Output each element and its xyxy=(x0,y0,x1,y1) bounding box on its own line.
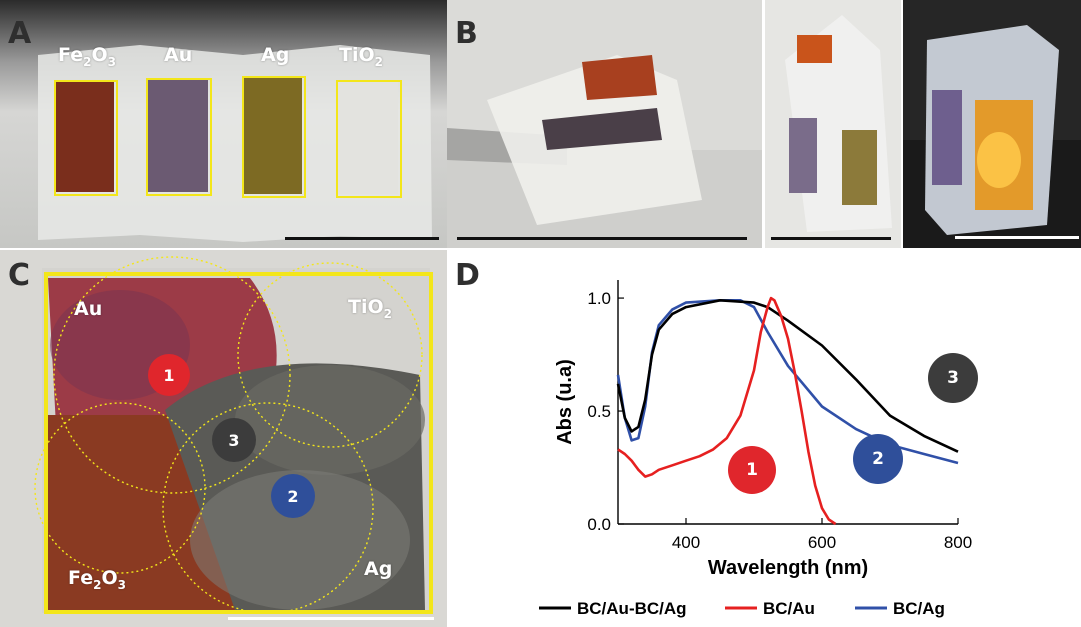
panel-b-photo xyxy=(447,0,1081,248)
series-line-bc-au-bc-ag xyxy=(616,299,959,453)
au-frame xyxy=(146,78,212,196)
panel-b: B xyxy=(447,0,1081,248)
y-tick-label: 0.0 xyxy=(587,515,611,534)
tio2-label-c: TiO2 xyxy=(348,296,392,321)
panel-b-label: B xyxy=(455,16,478,51)
panel-c-label: C xyxy=(8,258,31,293)
panel-c-scale-bar xyxy=(228,617,434,620)
x-tick-label: 400 xyxy=(672,533,700,552)
annotation-badge-3: 3 xyxy=(928,353,978,403)
fe2o3-label-c: Fe2O3 xyxy=(68,567,126,592)
absorbance-chart: 400 600 800 0.0 0.5 1.0 Wavelength (nm) Abs (u.… xyxy=(539,280,972,618)
ag-frame xyxy=(242,76,306,198)
ag-label-c: Ag xyxy=(364,558,393,580)
badge-3-c: 3 xyxy=(212,418,256,462)
panel-a-photo xyxy=(0,0,447,248)
legend-label: BC/Au-BC/Ag xyxy=(577,599,687,618)
panel-b-scale-bar-1 xyxy=(457,237,747,240)
panel-a-scale-bar xyxy=(285,237,439,240)
y-axis-title: Abs (u.a) xyxy=(554,359,576,445)
panel-a: A Fe2O3 Au Ag TiO2 xyxy=(0,0,447,248)
series-line-bc-ag xyxy=(616,299,959,465)
panel-a-label: A xyxy=(8,16,32,51)
annotation-badge-2: 2 xyxy=(853,434,903,484)
badge-1-c: 1 xyxy=(148,354,190,396)
x-tick-label: 600 xyxy=(808,533,836,552)
y-tick-label: 0.5 xyxy=(587,402,611,421)
tio2-label: TiO2 xyxy=(339,44,383,69)
au-label: Au xyxy=(164,44,193,66)
x-axis-title: Wavelength (nm) xyxy=(708,557,868,579)
fe2o3-frame xyxy=(54,80,118,196)
panel-d: D 400 600 800 0.0 0.5 1.0 Wavelength (nm) Abs (… xyxy=(447,250,1081,627)
panel-c-frame xyxy=(44,272,433,614)
series-line-bc-au xyxy=(617,296,837,526)
au-label-c: Au xyxy=(74,298,103,320)
badge-2-c: 2 xyxy=(271,474,315,518)
panel-b-scale-bar-3 xyxy=(955,236,1079,239)
panel-c: C Au TiO2 Fe2O3 Ag 1 3 2 xyxy=(0,250,447,627)
fe2o3-label: Fe2O3 xyxy=(58,44,116,69)
annotation-badge-1: 1 xyxy=(728,446,776,494)
panel-b-scale-bar-2 xyxy=(771,237,891,240)
tio2-frame xyxy=(336,80,402,198)
legend-label: BC/Ag xyxy=(893,599,945,618)
panel-d-label: D xyxy=(455,258,480,293)
y-tick-label: 1.0 xyxy=(587,289,611,308)
x-tick-label: 800 xyxy=(944,533,972,552)
legend-label: BC/Au xyxy=(763,599,815,618)
ag-label: Ag xyxy=(261,44,290,66)
